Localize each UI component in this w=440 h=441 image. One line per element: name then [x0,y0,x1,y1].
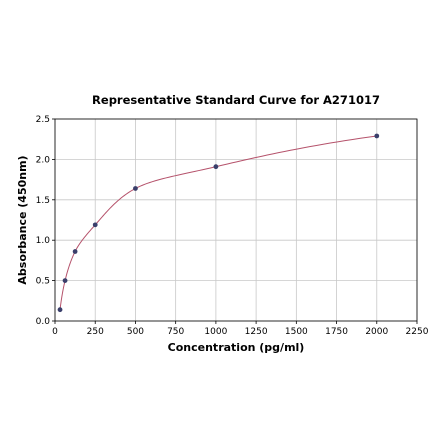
y-tick-label: 0.5 [36,277,50,287]
data-point [92,222,98,228]
y-tick-label: 1.5 [36,196,50,206]
x-tick-label: 1500 [285,327,308,337]
fit-curve [59,135,377,310]
x-tick-label: 1000 [204,327,227,337]
x-axis-label: Concentration (pg/ml) [168,341,305,354]
data-point [374,133,380,139]
x-tick-label: 2250 [406,327,429,337]
chart-title: Representative Standard Curve for A27101… [92,93,380,107]
x-tick-label: 750 [167,327,184,337]
y-tick-label: 1.0 [36,236,51,246]
grid-lines [54,118,418,322]
data-points [57,133,380,313]
y-axis-label: Absorbance (450nm) [16,155,29,284]
y-tick-label: 2.5 [36,115,50,125]
data-point [72,249,78,254]
plot-frame [54,118,418,322]
axis-ticks: 0 250 500 750 1000 1250 1500 1750 2000 2250 0.0 0.5… [36,115,429,337]
data-point [62,278,68,283]
data-point [213,164,219,170]
y-tick-label: 0.0 [36,317,51,327]
x-tick-label: 500 [127,327,144,337]
x-tick-label: 0 [52,327,58,337]
y-tick-label: 2.0 [36,155,51,165]
x-tick-label: 1250 [245,327,268,337]
x-tick-label: 1750 [325,327,348,337]
x-tick-label: 250 [87,327,104,337]
data-point [57,307,63,313]
data-point [133,186,138,191]
x-tick-label: 2000 [365,327,388,337]
